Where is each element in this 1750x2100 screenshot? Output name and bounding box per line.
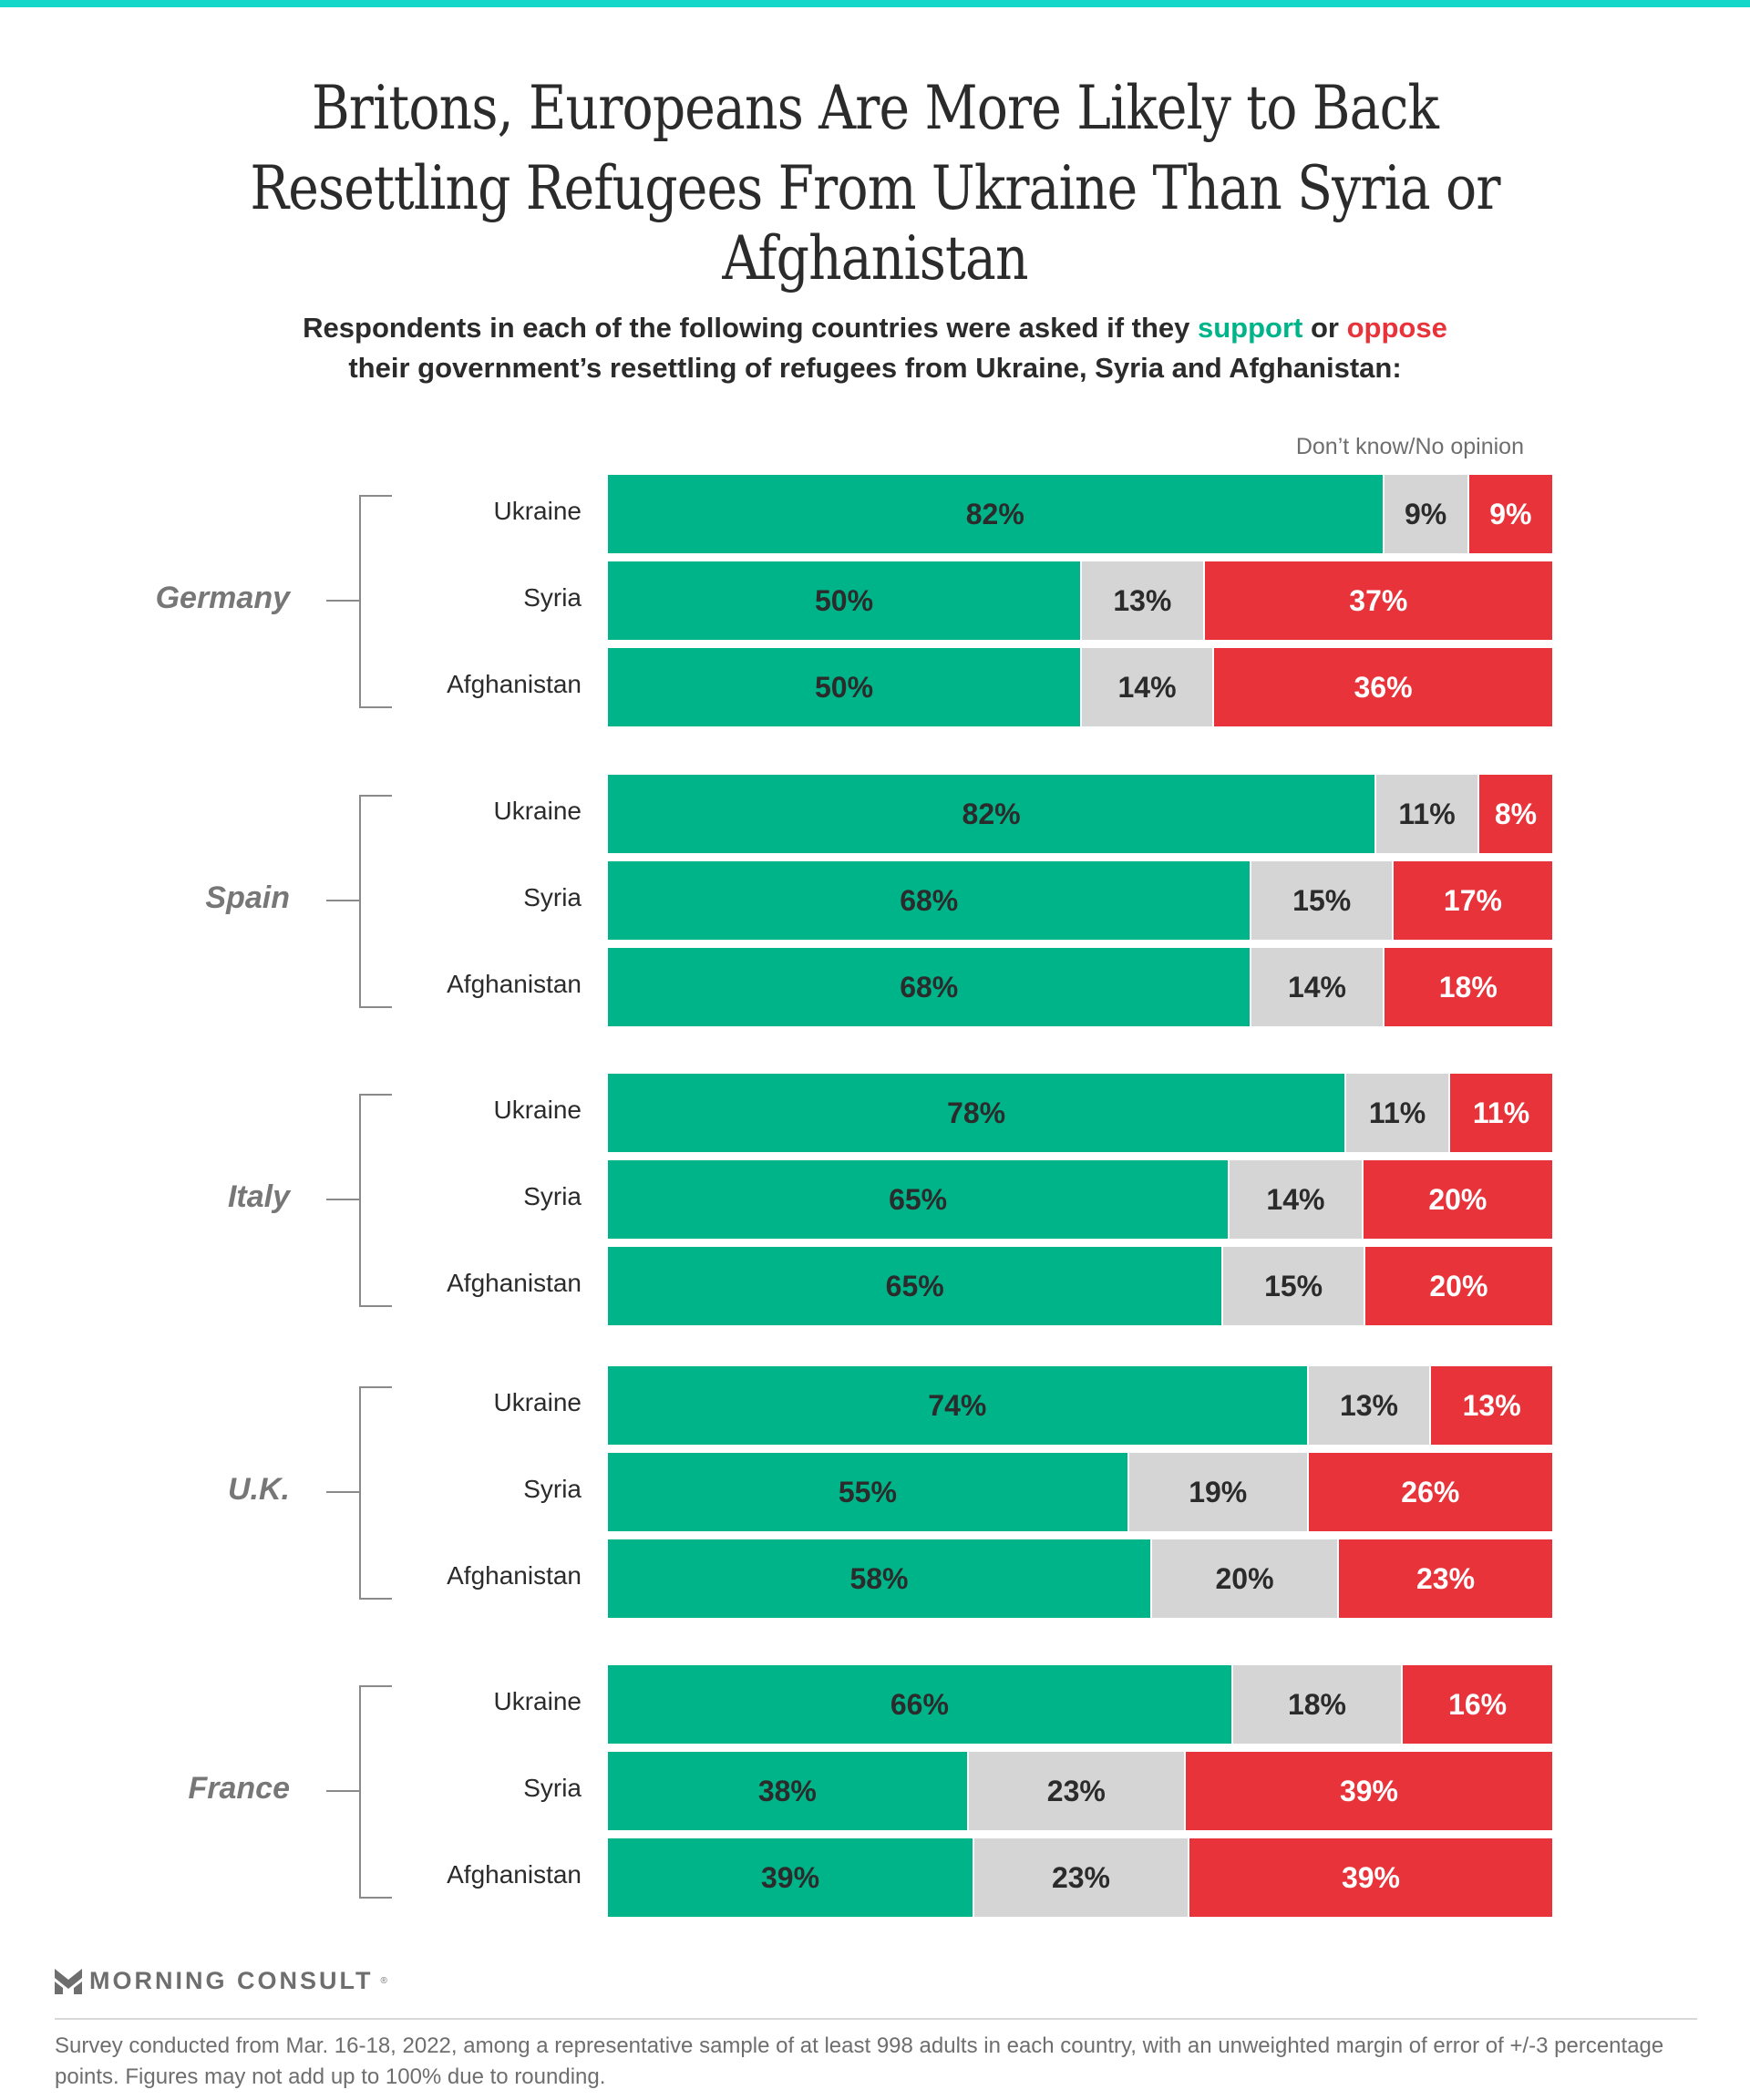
support-bar-segment: 66% bbox=[608, 1665, 1231, 1744]
oppose-bar-segment: 20% bbox=[1361, 1160, 1552, 1239]
country-label: Spain bbox=[205, 880, 290, 915]
logo-text: MORNING CONSULT bbox=[89, 1967, 374, 1994]
dont-know-bar-segment: 14% bbox=[1080, 648, 1213, 726]
oppose-bar-segment: 16% bbox=[1401, 1665, 1552, 1744]
morning-consult-logo-icon bbox=[55, 1968, 82, 1994]
dont-know-bar-segment: 23% bbox=[966, 1752, 1184, 1830]
dont-know-bar-segment: 13% bbox=[1080, 561, 1203, 640]
row-label: Afghanistan bbox=[447, 1561, 582, 1590]
support-bar-segment: 78% bbox=[608, 1074, 1345, 1152]
dont-know-bar-segment: 13% bbox=[1306, 1366, 1430, 1445]
oppose-bar-segment: 20% bbox=[1363, 1247, 1552, 1325]
group-bracket bbox=[359, 495, 392, 708]
bracket-tick bbox=[326, 600, 359, 602]
bracket-tick bbox=[326, 900, 359, 901]
oppose-bar-segment: 36% bbox=[1212, 648, 1552, 726]
support-bar-segment: 68% bbox=[608, 861, 1251, 940]
dont-know-bar-segment: 14% bbox=[1228, 1160, 1362, 1239]
group-bracket bbox=[359, 1094, 392, 1307]
oppose-bar-segment: 39% bbox=[1187, 1838, 1552, 1917]
country-label: France bbox=[188, 1771, 291, 1806]
dont-know-bar-segment: 14% bbox=[1250, 948, 1383, 1026]
dont-know-bar-segment: 15% bbox=[1221, 1247, 1364, 1325]
oppose-bar-segment: 9% bbox=[1467, 475, 1552, 553]
group-bracket bbox=[359, 1386, 392, 1600]
support-bar-segment: 50% bbox=[608, 648, 1080, 726]
group-bracket bbox=[359, 1685, 392, 1899]
dont-know-bar-segment: 20% bbox=[1149, 1539, 1338, 1618]
row-label: Ukraine bbox=[493, 497, 582, 525]
row-label: Syria bbox=[523, 583, 582, 612]
row-label: Ukraine bbox=[493, 1096, 582, 1124]
chart-subtitle-line-1: Respondents in each of the following cou… bbox=[0, 312, 1750, 345]
support-bar-segment: 82% bbox=[608, 775, 1375, 853]
row-label: Syria bbox=[523, 883, 582, 911]
subtitle-or: or bbox=[1302, 312, 1347, 344]
row-label: Syria bbox=[523, 1182, 582, 1210]
country-label: Italy bbox=[227, 1179, 290, 1214]
support-bar-segment: 39% bbox=[608, 1838, 973, 1917]
oppose-bar-segment: 17% bbox=[1391, 861, 1552, 940]
oppose-bar-segment: 26% bbox=[1306, 1453, 1552, 1531]
dont-know-bar-segment: 15% bbox=[1250, 861, 1392, 940]
country-label: U.K. bbox=[228, 1472, 290, 1507]
support-bar-segment: 74% bbox=[608, 1366, 1307, 1445]
dont-know-bar-segment: 11% bbox=[1344, 1074, 1449, 1152]
bracket-tick bbox=[326, 1491, 359, 1493]
oppose-bar-segment: 37% bbox=[1202, 561, 1552, 640]
oppose-bar-segment: 39% bbox=[1183, 1752, 1552, 1830]
dont-know-bar-segment: 9% bbox=[1382, 475, 1467, 553]
group-bracket bbox=[359, 795, 392, 1008]
chart-title-line-1: Britons, Europeans Are More Likely to Ba… bbox=[311, 73, 1439, 143]
support-bar-segment: 38% bbox=[608, 1752, 967, 1830]
bracket-tick bbox=[326, 1790, 359, 1792]
subtitle-oppose: oppose bbox=[1346, 312, 1447, 344]
support-bar-segment: 82% bbox=[608, 475, 1383, 553]
bracket-tick bbox=[326, 1199, 359, 1200]
morning-consult-logo: MORNING CONSULT ® bbox=[55, 1967, 387, 1995]
support-bar-segment: 55% bbox=[608, 1453, 1127, 1531]
oppose-bar-segment: 18% bbox=[1382, 948, 1552, 1026]
oppose-bar-segment: 13% bbox=[1429, 1366, 1552, 1445]
row-label: Afghanistan bbox=[447, 970, 582, 998]
support-bar-segment: 65% bbox=[608, 1160, 1229, 1239]
row-label: Afghanistan bbox=[447, 1860, 582, 1889]
support-bar-segment: 58% bbox=[608, 1539, 1150, 1618]
dont-know-legend-label: Don’t know/No opinion bbox=[1295, 434, 1524, 459]
dont-know-bar-segment: 23% bbox=[973, 1838, 1188, 1917]
footer-divider bbox=[55, 2018, 1697, 2020]
support-bar-segment: 65% bbox=[608, 1247, 1222, 1325]
support-bar-segment: 50% bbox=[608, 561, 1080, 640]
dont-know-bar-segment: 11% bbox=[1374, 775, 1477, 853]
row-label: Ukraine bbox=[493, 797, 582, 825]
chart-subtitle-line-2: their government’s resettling of refugee… bbox=[348, 352, 1402, 384]
oppose-bar-segment: 8% bbox=[1477, 775, 1552, 853]
row-label: Afghanistan bbox=[447, 670, 582, 698]
row-label: Syria bbox=[523, 1475, 582, 1503]
footnote: Survey conducted from Mar. 16-18, 2022, … bbox=[55, 2033, 1664, 2089]
country-label: Germany bbox=[155, 581, 290, 615]
top-accent-bar bbox=[0, 0, 1750, 7]
oppose-bar-segment: 11% bbox=[1448, 1074, 1552, 1152]
row-label: Syria bbox=[523, 1774, 582, 1802]
logo-registered-mark: ® bbox=[380, 1976, 387, 1986]
subtitle-text: Respondents in each of the following cou… bbox=[303, 312, 1198, 344]
support-bar-segment: 68% bbox=[608, 948, 1251, 1026]
row-label: Ukraine bbox=[493, 1388, 582, 1416]
row-label: Afghanistan bbox=[447, 1269, 582, 1297]
dont-know-bar-segment: 18% bbox=[1230, 1665, 1402, 1744]
dont-know-bar-segment: 19% bbox=[1127, 1453, 1307, 1531]
oppose-bar-segment: 23% bbox=[1337, 1539, 1552, 1618]
chart-title-line-2: Resettling Refugees From Ukraine Than Sy… bbox=[250, 153, 1500, 293]
row-label: Ukraine bbox=[493, 1687, 582, 1715]
subtitle-support: support bbox=[1198, 312, 1303, 344]
